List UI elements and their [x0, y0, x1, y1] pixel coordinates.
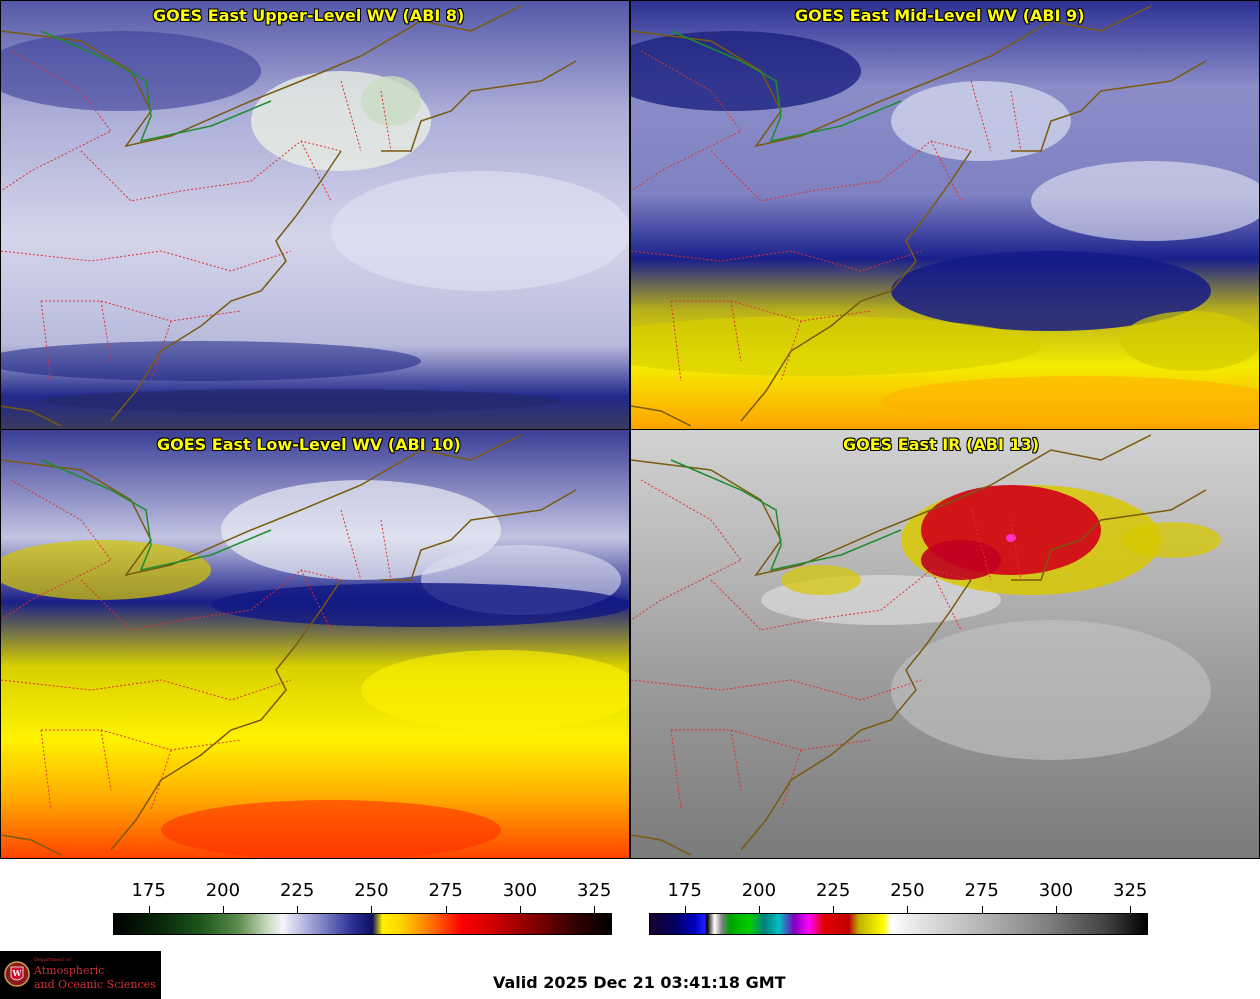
panel-title: GOES East Mid-Level WV (ABI 9)	[795, 6, 1085, 25]
panel-mid-level-wv: GOES East Mid-Level WV (ABI 9)	[630, 0, 1260, 430]
colorbar-tick	[371, 906, 373, 913]
logo-dept-of: Department of	[34, 957, 71, 963]
panel-title: GOES East Upper-Level WV (ABI 8)	[153, 6, 465, 25]
colorbar-tick	[758, 906, 760, 913]
colorbar-tick	[297, 906, 299, 913]
wv-colorbar: 175 200 225 250 275 300 325	[113, 876, 612, 940]
colorbar-tick-label: 250	[890, 880, 925, 901]
wv-colorbar-gradient	[113, 913, 612, 935]
colorbar-tick	[981, 906, 983, 913]
colorbar-tick-label: 175	[131, 880, 166, 901]
colorbar-tick	[222, 906, 224, 913]
ir-colorbar-gradient	[649, 913, 1148, 935]
upper-level-wv-image	[1, 1, 629, 429]
colorbar-tick	[445, 906, 447, 913]
colorbar-tick-label: 275	[428, 880, 463, 901]
colorbar-tick	[594, 906, 596, 913]
colorbar-tick-label: 325	[576, 880, 612, 901]
logo-line-1: Atmospheric	[34, 964, 105, 977]
colorbar-tick-label: 275	[964, 880, 999, 901]
colorbar-tick	[907, 906, 909, 913]
mid-level-wv-image	[631, 1, 1259, 429]
panel-title: GOES East Low-Level WV (ABI 10)	[157, 435, 461, 454]
uw-crest-icon: W	[4, 961, 30, 987]
colorbar-tick-label: 200	[205, 880, 241, 901]
svg-text:W: W	[12, 968, 23, 978]
ir-colorbar: 175 200 225 250 275 300 325	[649, 876, 1148, 940]
aos-logo: W Department of Atmospheric and Oceanic …	[0, 951, 161, 999]
panel-upper-level-wv: GOES East Upper-Level WV (ABI 8)	[0, 0, 630, 430]
ir-image	[631, 430, 1259, 858]
colorbar-tick-label: 325	[1112, 880, 1148, 901]
colorbar-tick-label: 200	[741, 880, 777, 901]
colorbar-tick-label: 225	[815, 880, 851, 901]
panel-ir: GOES East IR (ABI 13)	[630, 429, 1260, 859]
colorbar-tick-label: 300	[1038, 880, 1074, 901]
colorbar-tick-label: 175	[667, 880, 702, 901]
ir-colorbar-ticks: 175 200 225 250 275 300 325	[649, 876, 1148, 913]
colorbar-tick	[1055, 906, 1057, 913]
valid-time: Valid 2025 Dec 21 03:41:18 GMT	[493, 973, 786, 992]
colorbar-tick	[833, 906, 835, 913]
colorbar-tick	[684, 906, 686, 913]
colorbar-tick-label: 300	[502, 880, 538, 901]
low-level-wv-image	[1, 430, 629, 858]
panel-title: GOES East IR (ABI 13)	[843, 435, 1040, 454]
logo-line-2: and Oceanic Sciences	[34, 978, 156, 991]
colorbar-tick	[519, 906, 521, 913]
colorbar-tick-label: 225	[279, 880, 315, 901]
colorbar-tick	[1130, 906, 1132, 913]
panel-low-level-wv: GOES East Low-Level WV (ABI 10)	[0, 429, 630, 859]
colorbar-tick	[148, 906, 150, 913]
colorbar-tick-label: 250	[354, 880, 389, 901]
wv-colorbar-ticks: 175 200 225 250 275 300 325	[113, 876, 612, 913]
